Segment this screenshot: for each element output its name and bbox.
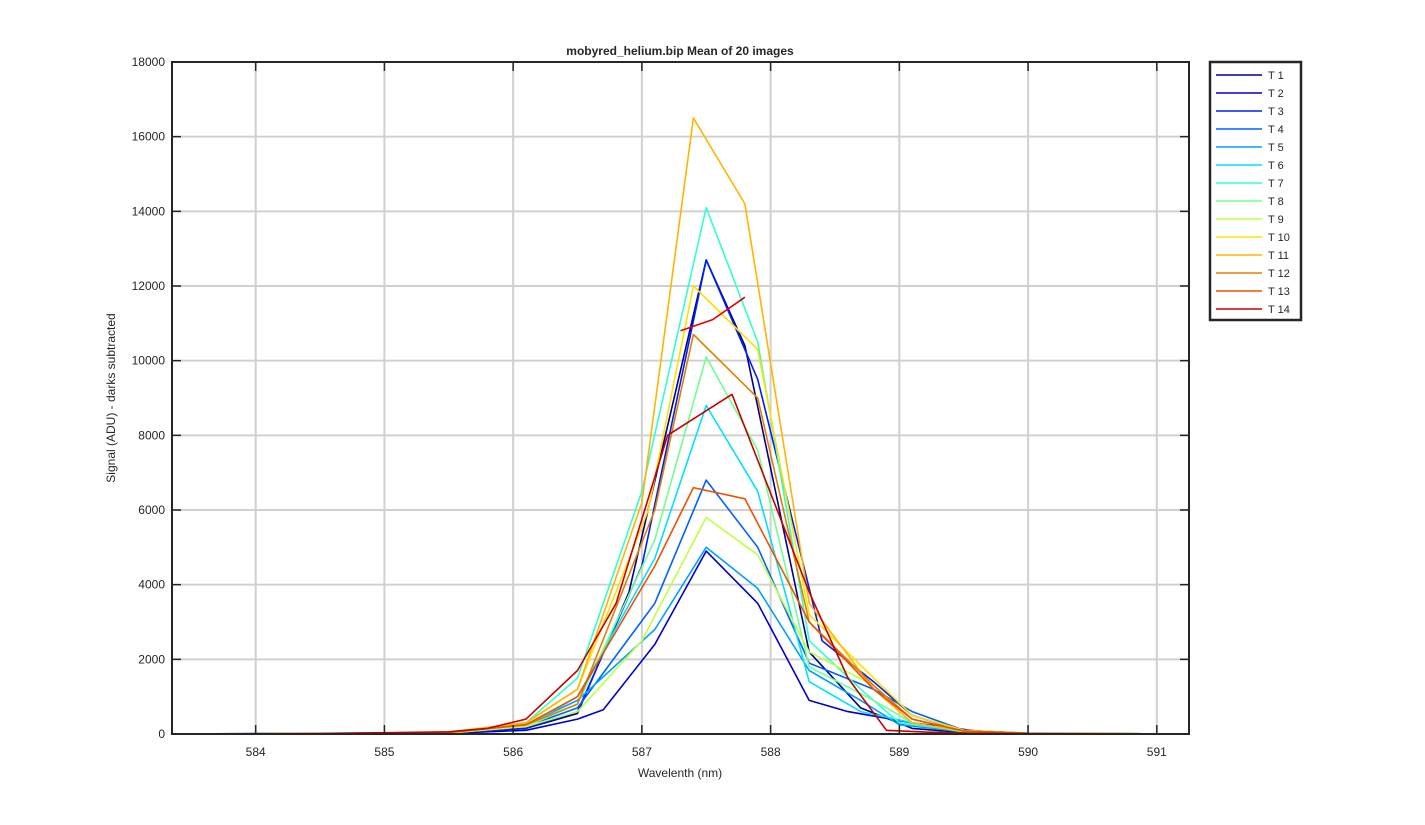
x-tick-label: 586	[503, 745, 523, 759]
x-tick-label: 589	[889, 745, 909, 759]
axis-ticks	[172, 61, 1189, 735]
y-tick-label: 0	[158, 727, 165, 741]
x-tick-labels: 584 585 586 587 588 589 590 591	[246, 745, 1167, 759]
legend-label: T 8	[1268, 196, 1284, 208]
legend-label: T 3	[1268, 106, 1284, 118]
y-tick-label: 12000	[132, 279, 166, 293]
y-axis-label: Signal (ADU) - darks subtracted	[104, 313, 118, 482]
legend[interactable]: T 1 T 2 T 3 T 4 T 5 T 6 T 7 T 8 T 9 T 10 T 11 T 12 T…	[1208, 60, 1303, 322]
legend-label: T 4	[1268, 124, 1284, 136]
plot-area: 584 585 586 587 588 589 590 591 0 2000 4000 6000 80…	[132, 55, 1190, 759]
y-tick-label: 8000	[138, 428, 165, 442]
series-group	[171, 117, 1190, 735]
y-tick-label: 6000	[138, 503, 165, 517]
x-tick-label: 590	[1018, 745, 1038, 759]
x-tick-label: 588	[761, 745, 781, 759]
axes-background	[172, 62, 1189, 734]
y-tick-labels: 0 2000 4000 6000 8000 10000 12000 14000 16000 180…	[132, 55, 166, 741]
y-tick-label: 2000	[138, 652, 165, 666]
x-tick-label: 585	[374, 745, 394, 759]
legend-label: T 10	[1268, 232, 1290, 244]
series-line-14	[171, 393, 1190, 735]
legend-box	[1208, 60, 1303, 322]
x-tick-label: 591	[1147, 745, 1167, 759]
x-axis-label: Wavelenth (nm)	[638, 766, 722, 780]
legend-label: T 5	[1268, 142, 1284, 154]
y-tick-label: 10000	[132, 354, 166, 368]
axes-box	[171, 61, 1190, 735]
legend-label: T 14	[1268, 304, 1290, 316]
x-tick-label: 584	[246, 745, 266, 759]
legend-label: T 11	[1268, 250, 1289, 262]
legend-items: T 1 T 2 T 3 T 4 T 5 T 6 T 7 T 8 T 9 T 10 T 11 T 12 T…	[1216, 70, 1290, 316]
y-tick-label: 14000	[132, 204, 166, 218]
chart-title: mobyred_helium.bip Mean of 20 images	[566, 44, 794, 58]
legend-label: T 6	[1268, 160, 1284, 172]
legend-label: T 12	[1268, 268, 1290, 280]
legend-label: T 13	[1268, 286, 1290, 298]
y-tick-label: 4000	[138, 578, 165, 592]
y-tick-label: 16000	[132, 130, 166, 144]
x-tick-label: 587	[632, 745, 652, 759]
y-tick-label: 18000	[132, 55, 166, 69]
legend-label: T 2	[1268, 88, 1284, 100]
legend-label: T 7	[1268, 178, 1284, 190]
series-line-15	[680, 296, 746, 332]
legend-label: T 9	[1268, 214, 1284, 226]
legend-label: T 1	[1268, 70, 1284, 82]
